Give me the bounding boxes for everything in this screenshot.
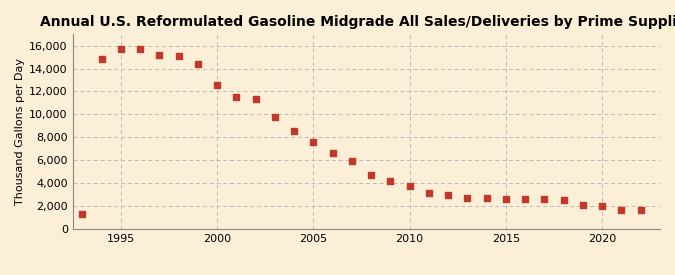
Point <box>308 140 319 144</box>
Point <box>115 47 126 51</box>
Point <box>520 197 531 201</box>
Point <box>501 197 512 201</box>
Point <box>269 114 280 119</box>
Point <box>173 54 184 58</box>
Point <box>635 208 646 213</box>
Point <box>327 151 338 155</box>
Point <box>385 178 396 183</box>
Point <box>481 196 492 200</box>
Point <box>404 184 415 189</box>
Point <box>616 208 627 213</box>
Point <box>578 202 589 207</box>
Point <box>443 193 454 198</box>
Point <box>231 95 242 99</box>
Point <box>539 197 550 201</box>
Point <box>462 196 472 200</box>
Point <box>154 53 165 57</box>
Y-axis label: Thousand Gallons per Day: Thousand Gallons per Day <box>15 58 25 205</box>
Point <box>192 62 203 66</box>
Point <box>423 191 434 196</box>
Point <box>134 47 145 51</box>
Point <box>558 198 569 202</box>
Title: Annual U.S. Reformulated Gasoline Midgrade All Sales/Deliveries by Prime Supplie: Annual U.S. Reformulated Gasoline Midgra… <box>40 15 675 29</box>
Point <box>96 57 107 62</box>
Point <box>212 82 223 87</box>
Point <box>77 211 88 216</box>
Point <box>597 204 608 208</box>
Point <box>289 129 300 134</box>
Point <box>346 159 357 163</box>
Point <box>250 97 261 102</box>
Point <box>366 173 377 177</box>
